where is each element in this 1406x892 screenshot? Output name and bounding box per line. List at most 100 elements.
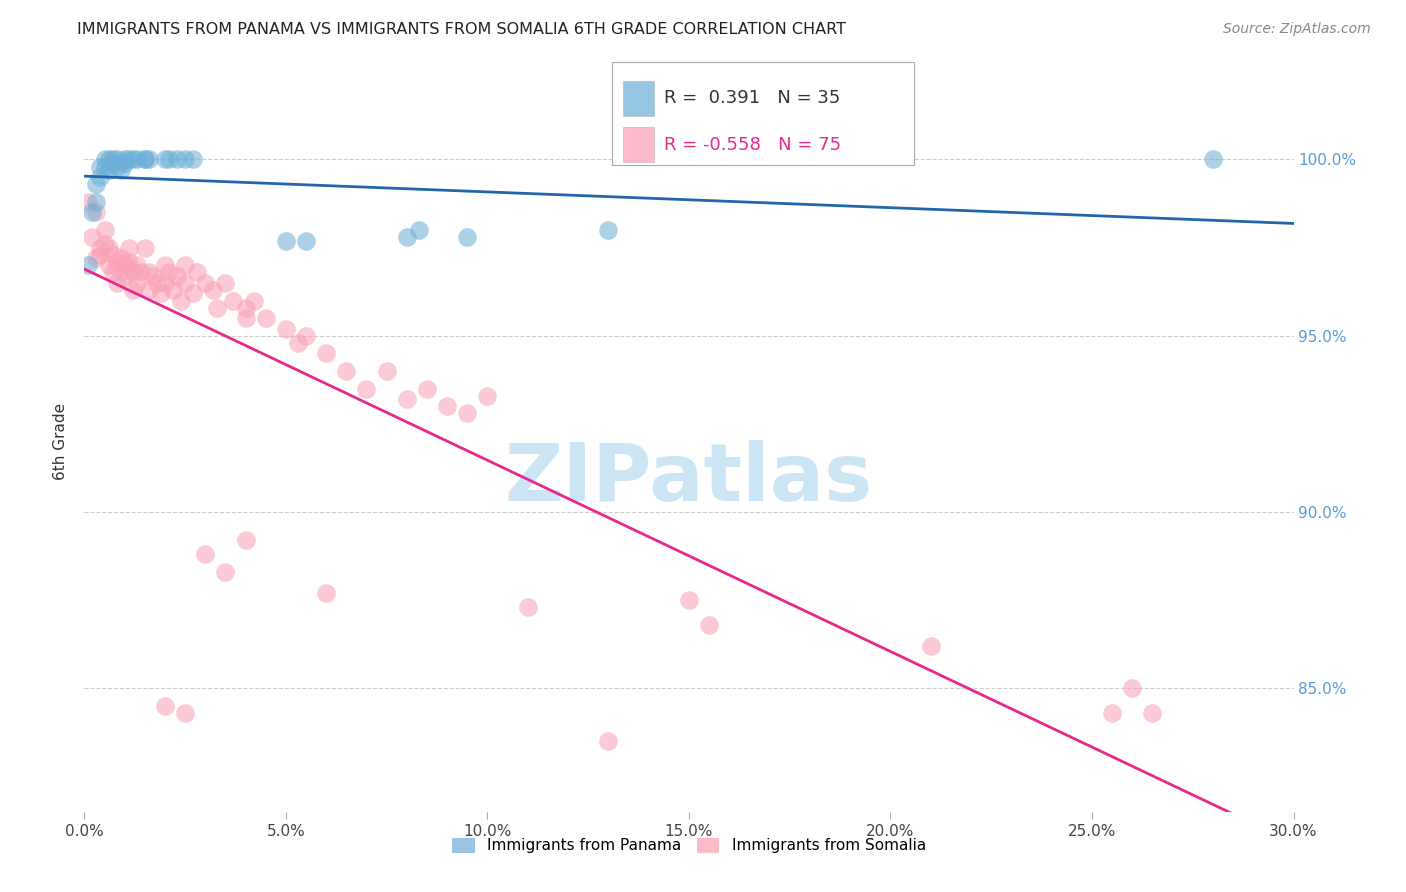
Legend: Immigrants from Panama, Immigrants from Somalia: Immigrants from Panama, Immigrants from … — [446, 831, 932, 860]
Point — [697, 618, 720, 632]
Point — [235, 533, 257, 548]
Point — [456, 230, 478, 244]
Point — [598, 734, 620, 748]
Point — [214, 276, 236, 290]
Point — [105, 153, 128, 167]
Point — [121, 265, 143, 279]
Text: IMMIGRANTS FROM PANAMA VS IMMIGRANTS FROM SOMALIA 6TH GRADE CORRELATION CHART: IMMIGRANTS FROM PANAMA VS IMMIGRANTS FRO… — [77, 22, 846, 37]
Point — [356, 382, 378, 396]
Point — [202, 283, 225, 297]
Point — [105, 254, 128, 268]
Point — [335, 364, 357, 378]
Point — [86, 205, 108, 219]
Point — [93, 223, 115, 237]
Point — [157, 153, 180, 167]
Point — [678, 593, 700, 607]
Point — [598, 223, 620, 237]
Point — [174, 258, 197, 272]
Point — [101, 153, 124, 167]
Text: ZIPatlas: ZIPatlas — [505, 440, 873, 517]
Point — [181, 286, 204, 301]
Point — [395, 392, 418, 407]
Point — [1202, 153, 1225, 167]
Point — [242, 293, 264, 308]
Point — [375, 364, 398, 378]
Point — [174, 706, 197, 720]
Point — [295, 328, 318, 343]
Point — [149, 286, 172, 301]
Point — [295, 234, 318, 248]
Point — [162, 283, 184, 297]
Point — [118, 241, 141, 255]
Point — [121, 283, 143, 297]
Point — [105, 160, 128, 174]
Point — [125, 153, 148, 167]
Point — [134, 153, 156, 167]
Point — [207, 301, 229, 315]
Point — [134, 241, 156, 255]
Point — [138, 153, 160, 167]
Point — [194, 276, 217, 290]
Point — [157, 265, 180, 279]
Point — [89, 248, 111, 262]
Point — [101, 265, 124, 279]
Point — [222, 293, 245, 308]
Point — [170, 293, 193, 308]
Point — [101, 156, 124, 170]
Point — [274, 322, 297, 336]
Point — [315, 346, 337, 360]
Point — [97, 153, 120, 167]
Point — [153, 153, 176, 167]
Text: R = -0.558   N = 75: R = -0.558 N = 75 — [664, 136, 841, 153]
Point — [235, 311, 257, 326]
Point — [101, 248, 124, 262]
Point — [134, 153, 156, 167]
Point — [82, 205, 104, 219]
Point — [93, 237, 115, 252]
Point — [166, 268, 188, 283]
Point — [110, 265, 132, 279]
Point — [138, 265, 160, 279]
Point — [138, 283, 160, 297]
Point — [129, 265, 152, 279]
Point — [118, 254, 141, 268]
Point — [1101, 706, 1123, 720]
Point — [114, 268, 136, 283]
Point — [146, 276, 169, 290]
Point — [125, 258, 148, 272]
Point — [153, 258, 176, 272]
Point — [254, 311, 277, 326]
Point — [110, 251, 132, 265]
Point — [114, 258, 136, 272]
Point — [477, 389, 499, 403]
Point — [142, 268, 165, 283]
Point — [214, 565, 236, 579]
Point — [97, 258, 120, 272]
Point — [77, 258, 100, 272]
Point — [174, 153, 197, 167]
Point — [114, 156, 136, 170]
Point — [181, 153, 204, 167]
Point — [194, 547, 217, 561]
Point — [114, 153, 136, 167]
Point — [408, 223, 430, 237]
Point — [174, 276, 197, 290]
Point — [118, 153, 141, 167]
Point — [153, 276, 176, 290]
Text: Source: ZipAtlas.com: Source: ZipAtlas.com — [1223, 22, 1371, 37]
Point — [93, 153, 115, 167]
Point — [86, 251, 108, 265]
Point — [315, 586, 337, 600]
Point — [274, 234, 297, 248]
Point — [86, 177, 108, 191]
Point — [121, 153, 143, 167]
Point — [516, 600, 538, 615]
Point — [436, 399, 458, 413]
Text: R =  0.391   N = 35: R = 0.391 N = 35 — [664, 89, 839, 107]
Point — [456, 406, 478, 420]
Point — [166, 153, 188, 167]
Point — [82, 230, 104, 244]
Point — [93, 160, 115, 174]
Point — [1121, 681, 1143, 696]
Point — [235, 301, 257, 315]
